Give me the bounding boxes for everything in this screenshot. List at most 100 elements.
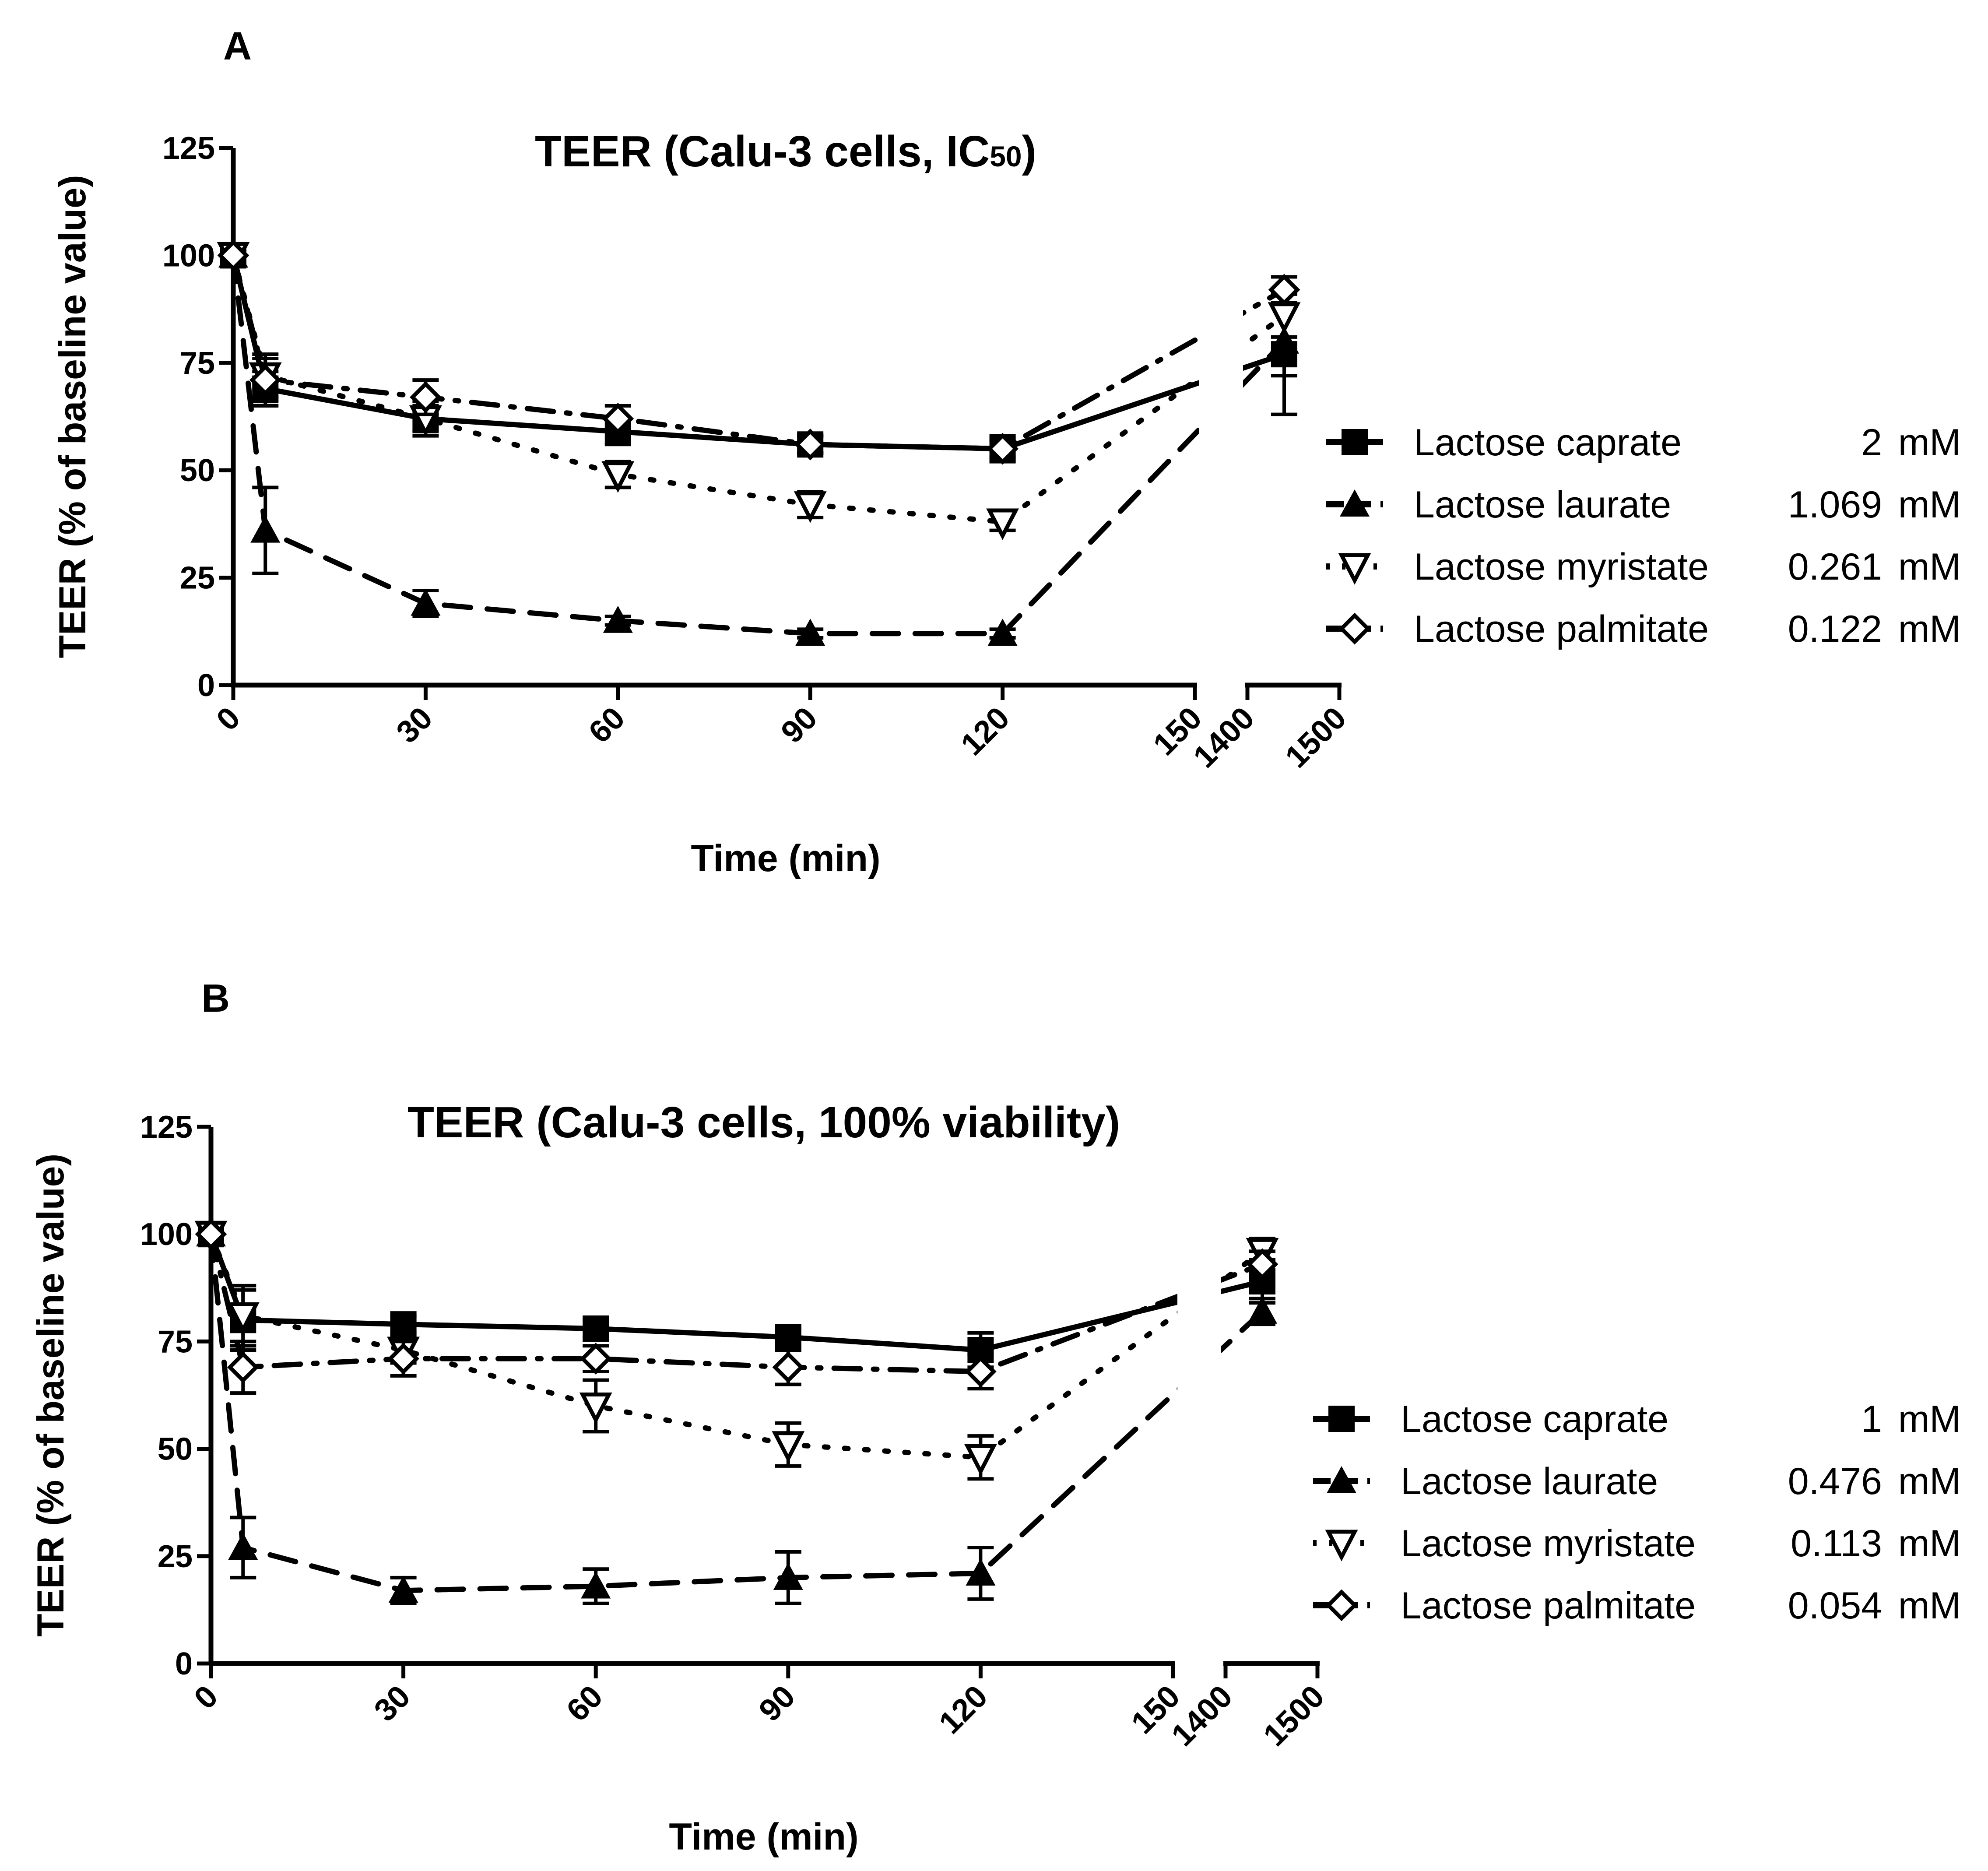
x-axis-label: Time (min) [691,837,880,879]
chart-title: TEER (Calu-3 cells, IC50) [535,127,1036,176]
y-tick-label: 125 [162,131,215,166]
data-point-square [583,1315,609,1342]
legend-marker-diamond [1338,612,1371,645]
data-point-triangle [603,605,633,633]
x-tick-label: 120 [954,700,1016,763]
legend-series-name: Lactose laurate [1414,484,1671,526]
legend-marker-diamond [1325,1589,1358,1621]
data-point-diamond [217,239,249,271]
data-point-diamond [1268,274,1300,306]
x-tick-label: 1500 [1257,1679,1331,1753]
series-line [231,253,1199,637]
data-point-diamond [772,1351,804,1383]
y-tick-label: 50 [180,453,215,488]
series-line-after-break [1243,352,1287,371]
data-point-diamond [387,1343,419,1375]
series-square [220,242,1297,464]
data-point-diamond [410,381,442,413]
series-triangle [218,240,1299,646]
legend-item: Lactose myristate 0.261 mM [1326,546,1961,588]
data-point-diamond [580,1343,612,1375]
legend-series-name: Lactose myristate [1414,546,1709,588]
data-point-triangle [966,1558,996,1586]
legend-unit: mM [1898,1585,1961,1627]
legend-unit: mM [1898,1398,1961,1440]
data-point-diamond [987,433,1019,465]
legend-series-name: Lactose palmitate [1401,1585,1696,1627]
y-tick-label: 25 [158,1539,193,1574]
x-tick-label: 1500 [1279,700,1353,775]
data-point-triangle [987,619,1018,646]
legend-item: Lactose caprate 2 mM [1326,422,1961,464]
series-line [231,253,1199,452]
legend-series-name: Lactose caprate [1414,422,1682,464]
legend-unit: mM [1898,1460,1961,1502]
legend-concentration: 1.069 [1788,484,1882,526]
data-point-triangle [388,1576,418,1603]
x-tick-label: 0 [210,700,247,738]
chart-b: TEER (Calu-3 cells, 100% viability) 0 25 50… [30,1098,1961,1858]
title-subscript: 50 [990,140,1022,172]
series-square [198,1221,1275,1369]
panel-a: A TEER (Calu-3 cells, IC50) 0 25 50 75 100 125… [0,0,1988,928]
legend-marker-triangle [1327,1466,1356,1493]
data-point-triangle-down [1268,302,1301,334]
legend-series-name: Lactose myristate [1401,1523,1696,1565]
legend-marker-square [1328,1406,1355,1432]
data-point-triangle-down [986,508,1019,540]
x-tick-label: 1400 [1165,1679,1239,1753]
series-line-after-break [1243,313,1287,349]
series-triangle-down-open [194,1220,1279,1481]
data-point-diamond [965,1355,997,1388]
legend-item: Lactose caprate 1 mM [1313,1398,1961,1440]
data-point-triangle [250,515,281,543]
legend-concentration: 0.113 [1791,1523,1882,1565]
legend-marker-square [1342,429,1368,455]
x-tick-label: 60 [560,1679,609,1728]
y-tick-label: 100 [162,238,215,273]
y-tick-label: 75 [158,1324,193,1359]
series-line [208,1231,1177,1593]
panel-a-letter: A [223,25,252,68]
legend-unit: mM [1898,422,1961,464]
data-point-diamond [794,428,826,461]
y-axis-label: TEER (% of baseline value) [52,175,94,658]
x-tick-label: 90 [774,700,824,750]
y-tick-label: 75 [180,346,215,381]
legend-marker-triangle [1340,489,1370,517]
legend-item: Lactose palmitate 0.054 mM [1313,1585,1961,1627]
legend-concentration: 2 [1861,422,1882,464]
data-point-triangle [411,588,441,616]
x-tick-label: 30 [368,1679,417,1728]
legend-marker-triangle-down [1338,553,1371,585]
legend-item: Lactose laurate 1.069 mM [1326,484,1961,526]
series-diamond-open [195,1218,1279,1395]
panel-b-letter: B [201,977,230,1020]
data-point-triangle [1269,326,1299,354]
x-tick-label: 0 [187,1679,225,1716]
legend-unit: mM [1898,484,1961,526]
y-tick-label: 0 [175,1646,193,1681]
legend-concentration: 0.054 [1788,1585,1882,1627]
series-line-after-break [1243,287,1287,316]
y-tick-label: 0 [197,668,215,703]
data-point-diamond [195,1218,227,1250]
chart-title: TEER (Calu-3 cells, 100% viability) [407,1098,1120,1147]
series-line [208,1231,1177,1353]
series-line [231,253,1199,525]
data-point-diamond [227,1351,259,1383]
series-triangle [196,1219,1277,1605]
x-tick-label: 90 [752,1679,802,1728]
series-line-after-break [1221,1308,1265,1354]
series-line [208,1231,1177,1375]
series-line-after-break [1221,1261,1265,1283]
legend-series-name: Lactose palmitate [1414,608,1709,650]
data-point-diamond [1246,1248,1279,1280]
x-tick-label: 1400 [1187,700,1261,775]
legend-concentration: 1 [1861,1398,1882,1440]
series-line [231,253,1199,452]
data-point-square [775,1324,801,1350]
y-tick-label: 25 [180,561,215,596]
data-point-triangle [228,1533,258,1560]
data-point-diamond [249,364,281,396]
